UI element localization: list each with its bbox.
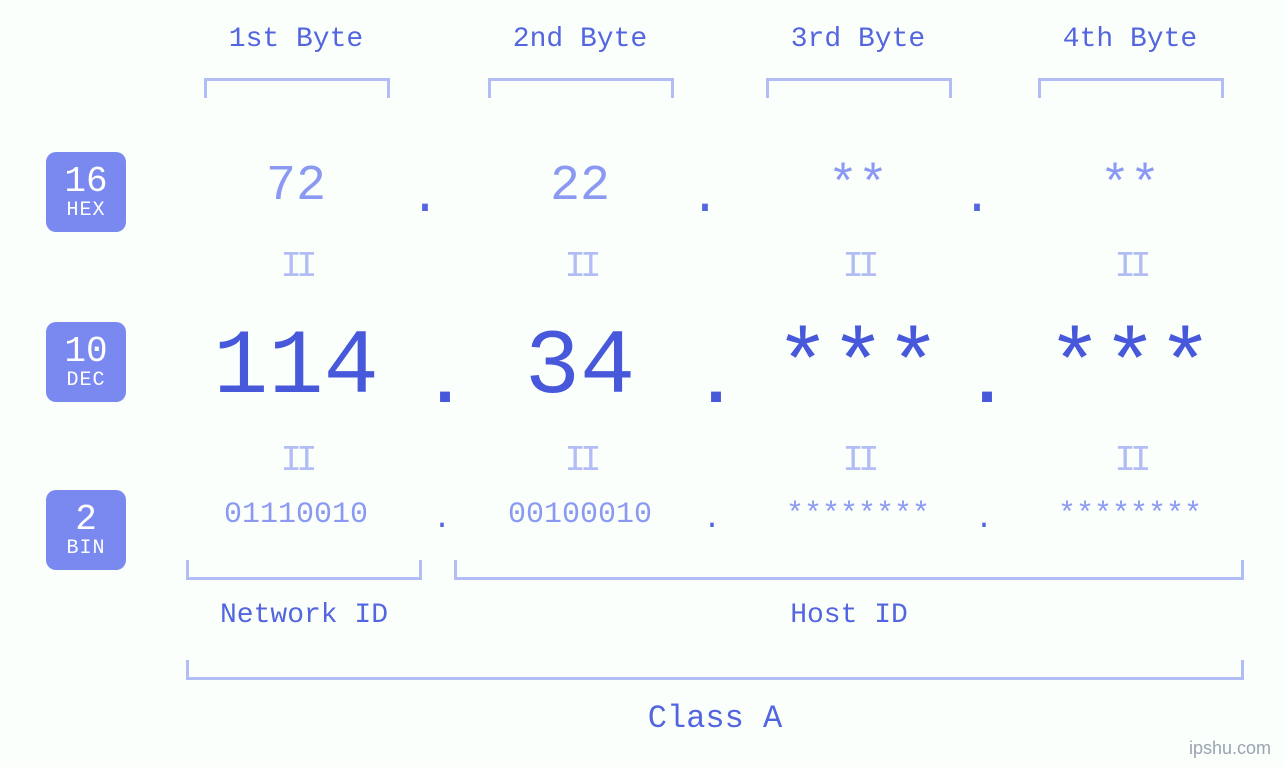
host-bracket — [454, 560, 1244, 580]
bin-byte-3: ******** — [738, 498, 978, 532]
eq-1-2: II — [560, 246, 600, 287]
hex-byte-3: ** — [738, 158, 978, 215]
dec-dot-2: . — [695, 345, 725, 424]
badge-bin-num: 2 — [46, 501, 126, 539]
hex-byte-4: ** — [1010, 158, 1250, 215]
hex-byte-2: 22 — [460, 158, 700, 215]
badge-hex-num: 16 — [46, 163, 126, 201]
ip-diagram: 1st Byte 2nd Byte 3rd Byte 4th Byte 16 H… — [0, 0, 1285, 767]
network-id-label: Network ID — [186, 600, 422, 631]
eq-2-3: II — [838, 440, 878, 481]
dec-byte-1: 114 — [176, 315, 416, 420]
top-bracket-4 — [1038, 78, 1224, 98]
dec-dot-3: . — [966, 345, 996, 424]
eq-2-4: II — [1110, 440, 1150, 481]
bin-dot-3: . — [974, 503, 994, 537]
hex-dot-3: . — [962, 170, 992, 227]
byte-header-4: 4th Byte — [1050, 24, 1210, 55]
network-bracket — [186, 560, 422, 580]
bin-dot-2: . — [702, 503, 722, 537]
host-id-label: Host ID — [454, 600, 1244, 631]
byte-header-2: 2nd Byte — [500, 24, 660, 55]
hex-dot-2: . — [690, 170, 720, 227]
hex-byte-1: 72 — [176, 158, 416, 215]
badge-bin-label: BIN — [46, 538, 126, 559]
watermark: ipshu.com — [1189, 738, 1271, 759]
top-bracket-2 — [488, 78, 674, 98]
eq-1-3: II — [838, 246, 878, 287]
dec-byte-4: *** — [1010, 315, 1250, 420]
bin-dot-1: . — [432, 503, 452, 537]
dec-dot-1: . — [424, 345, 454, 424]
class-label: Class A — [186, 700, 1244, 737]
bin-byte-2: 00100010 — [460, 498, 700, 532]
badge-bin: 2 BIN — [46, 490, 126, 570]
byte-header-3: 3rd Byte — [778, 24, 938, 55]
hex-dot-1: . — [410, 170, 440, 227]
eq-2-1: II — [276, 440, 316, 481]
dec-byte-3: *** — [738, 315, 978, 420]
badge-hex-label: HEX — [46, 200, 126, 221]
bin-byte-1: 01110010 — [176, 498, 416, 532]
byte-header-1: 1st Byte — [216, 24, 376, 55]
class-bracket — [186, 660, 1244, 680]
eq-2-2: II — [560, 440, 600, 481]
eq-1-4: II — [1110, 246, 1150, 287]
badge-dec: 10 DEC — [46, 322, 126, 402]
badge-dec-num: 10 — [46, 333, 126, 371]
eq-1-1: II — [276, 246, 316, 287]
badge-dec-label: DEC — [46, 370, 126, 391]
bin-byte-4: ******** — [1010, 498, 1250, 532]
badge-hex: 16 HEX — [46, 152, 126, 232]
dec-byte-2: 34 — [460, 315, 700, 420]
top-bracket-3 — [766, 78, 952, 98]
top-bracket-1 — [204, 78, 390, 98]
